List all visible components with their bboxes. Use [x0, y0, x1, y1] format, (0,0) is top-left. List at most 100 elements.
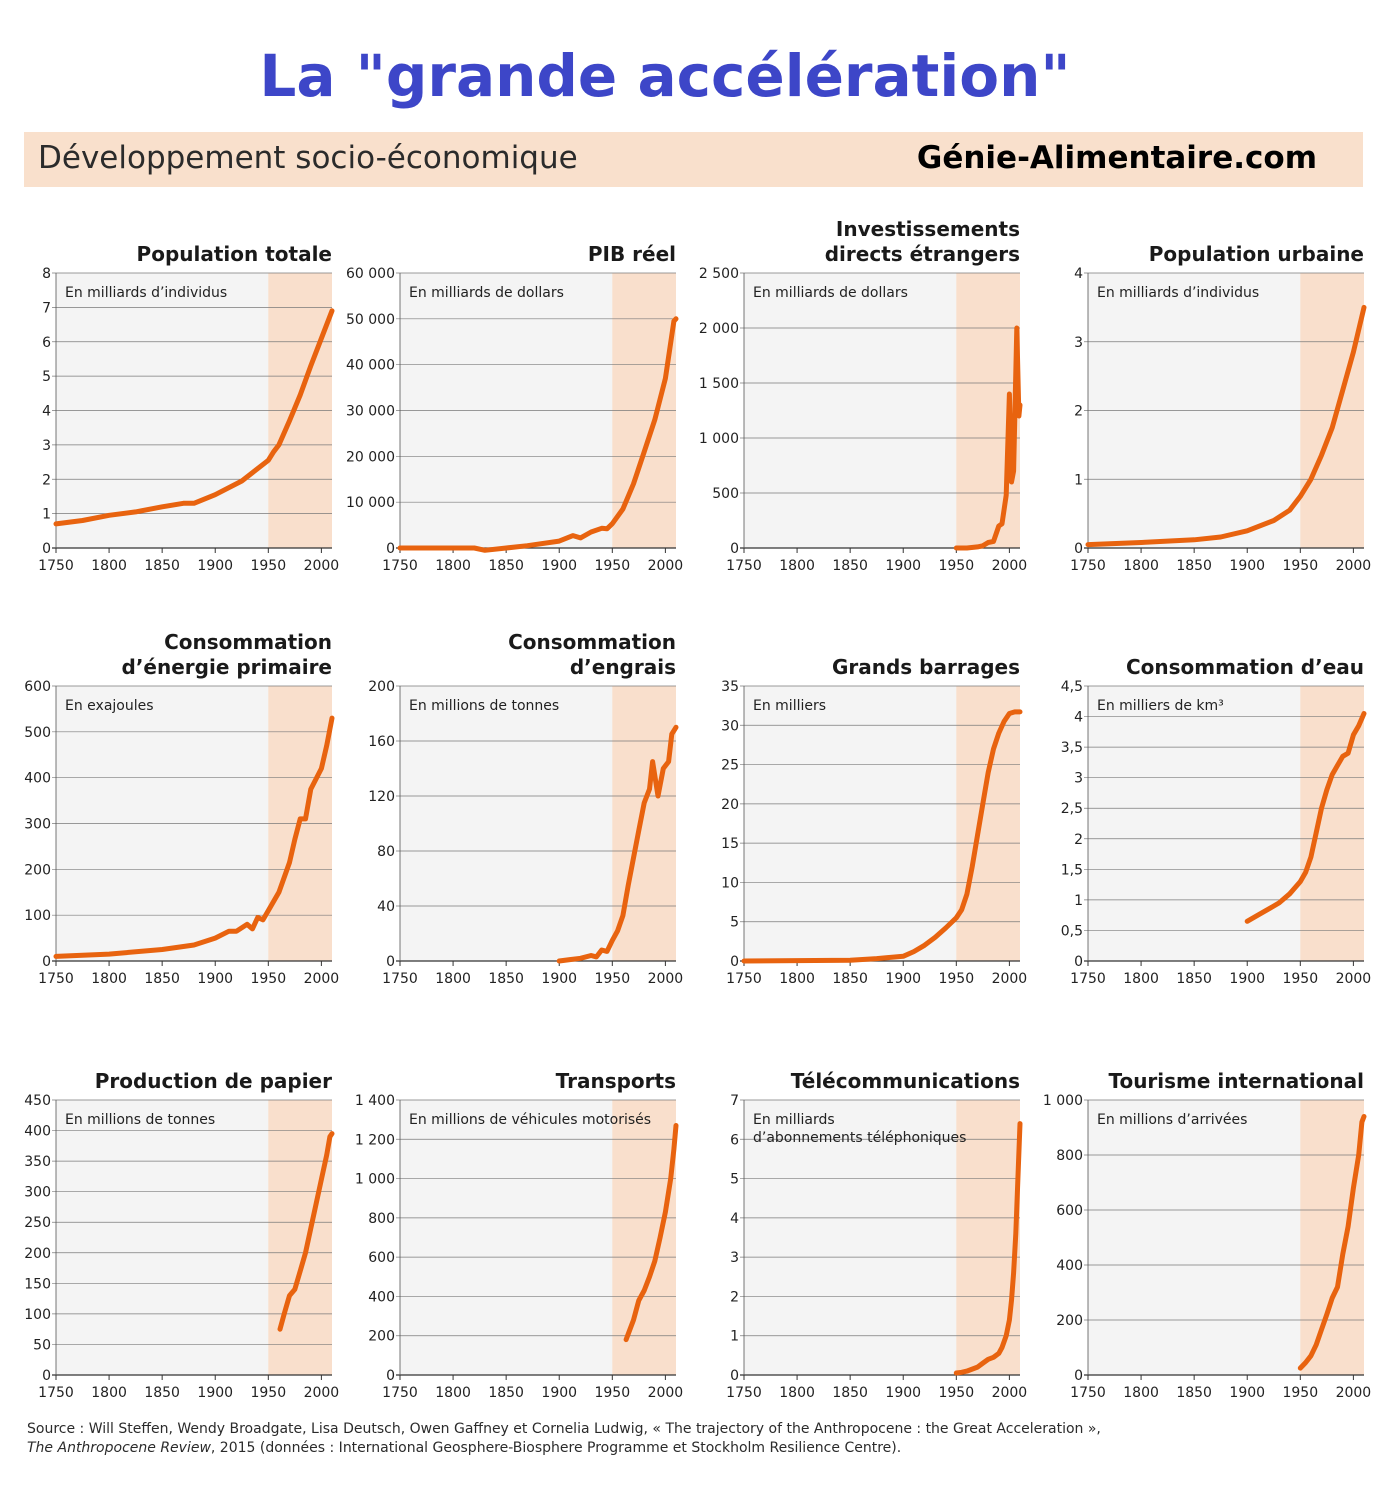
x-tick-label: 2000: [304, 971, 340, 987]
y-tick-label: 5: [730, 915, 739, 931]
source-line-2: The Anthropocene Review, 2015 (données :…: [27, 1439, 1367, 1458]
y-tick-label: 8: [42, 266, 51, 282]
x-tick-label: 1800: [779, 558, 815, 574]
y-tick-label: 80: [377, 844, 395, 860]
x-tick-label: 1800: [1123, 558, 1159, 574]
x-tick-label: 1900: [197, 1385, 233, 1401]
chart-6: 0 40 80 120 160 200 1750 1800 1850 1900 1950 2000 Co…: [368, 630, 683, 987]
y-tick-label: 400: [24, 1124, 51, 1140]
chart-title: Consommation: [164, 630, 332, 654]
x-tick-label: 1850: [144, 971, 180, 987]
y-tick-label: 4: [42, 404, 51, 420]
x-tick-label: 2000: [304, 1385, 340, 1401]
x-tick-label: 2000: [992, 1385, 1028, 1401]
y-tick-label: 350: [24, 1154, 51, 1170]
y-tick-label: 6: [730, 1132, 739, 1148]
unit-label: En milliards d’individus: [1097, 285, 1259, 301]
y-tick-label: 400: [24, 771, 51, 787]
y-tick-label: 15: [721, 836, 739, 852]
chart-title: PIB réel: [588, 242, 676, 266]
highlight-zone: [956, 686, 1020, 961]
x-tick-label: 1800: [435, 558, 471, 574]
x-tick-label: 1850: [488, 1385, 524, 1401]
source-journal: The Anthropocene Review: [27, 1440, 211, 1456]
chart-12: 0 200 400 600 800 1 000 1750 1800 1850 1900 1950 20…: [1043, 1069, 1371, 1401]
x-tick-label: 1800: [435, 1385, 471, 1401]
highlight-zone: [612, 1100, 676, 1375]
x-tick-label: 2000: [1336, 558, 1372, 574]
x-tick-label: 2000: [648, 1385, 684, 1401]
y-tick-label: 7: [730, 1093, 739, 1109]
x-tick-label: 1950: [938, 971, 974, 987]
y-tick-label: 2: [1074, 404, 1083, 420]
x-tick-label: 1750: [38, 1385, 74, 1401]
series-line: [53, 715, 335, 959]
chart-title: Investissements: [836, 217, 1020, 241]
unit-label: En millions de tonnes: [409, 698, 559, 714]
x-tick-label: 1900: [541, 558, 577, 574]
y-tick-label: 600: [1056, 1203, 1083, 1219]
x-tick-label: 2000: [648, 971, 684, 987]
chart-8: 0 0,5 1 1,5 2 2,5 3 3,5 4 4,5 1750 1800 1850 1900 1950…: [1061, 655, 1371, 987]
y-tick-label: 10: [721, 875, 739, 891]
y-tick-label: 25: [721, 758, 739, 774]
series-line: [953, 1121, 1023, 1376]
x-tick-label: 1750: [726, 1385, 762, 1401]
y-tick-label: 1: [1074, 893, 1083, 909]
x-tick-label: 1850: [1176, 1385, 1212, 1401]
x-tick-label: 1800: [435, 971, 471, 987]
y-tick-label: 0: [1074, 1368, 1083, 1384]
chart-3: 0 500 1 000 1 500 2 000 2 500 1750 1800 1850 1900…: [699, 217, 1027, 574]
y-tick-label: 600: [368, 1250, 395, 1266]
x-tick-label: 1900: [1229, 1385, 1265, 1401]
y-tick-label: 0: [386, 954, 395, 970]
series-line: [53, 308, 335, 527]
chart-title: Consommation: [508, 630, 676, 654]
y-tick-label: 30 000: [346, 404, 395, 420]
chart-title: Télécommunications: [791, 1069, 1020, 1093]
chart-title: directs étrangers: [825, 242, 1020, 266]
y-tick-label: 1: [730, 1329, 739, 1345]
x-tick-label: 1750: [726, 971, 762, 987]
y-tick-label: 0,5: [1061, 923, 1083, 939]
y-tick-label: 200: [368, 679, 395, 695]
x-tick-label: 1850: [832, 1385, 868, 1401]
x-tick-label: 1900: [885, 1385, 921, 1401]
y-tick-label: 4: [1074, 266, 1083, 282]
y-tick-label: 50: [33, 1337, 51, 1353]
unit-label: En millions de véhicules motorisés: [409, 1112, 651, 1128]
source-note: Source : Will Steffen, Wendy Broadgate, …: [27, 1420, 1367, 1458]
x-tick-label: 1750: [1070, 1385, 1106, 1401]
chart-title: Population urbaine: [1149, 242, 1364, 266]
unit-label: En millions de tonnes: [65, 1112, 215, 1128]
series-line: [1297, 1114, 1367, 1371]
x-tick-label: 1950: [594, 1385, 630, 1401]
y-tick-label: 1: [1074, 472, 1083, 488]
y-tick-label: 0: [730, 954, 739, 970]
chart-4: 0 1 2 3 4 1750 1800 1850 1900 1950 2000 Population …: [1070, 242, 1371, 574]
chart-1: 0 1 2 3 4 5 6 7 8 1750 1800 1850 1900 1950 2000 Populat…: [38, 242, 339, 574]
x-tick-label: 1750: [382, 558, 418, 574]
x-tick-label: 1950: [250, 971, 286, 987]
x-tick-label: 1950: [938, 1385, 974, 1401]
series-line: [953, 325, 1023, 551]
series-line: [623, 1123, 679, 1343]
y-tick-label: 300: [24, 817, 51, 833]
y-tick-label: 100: [24, 1307, 51, 1323]
x-tick-label: 1850: [832, 558, 868, 574]
chart-title: Grands barrages: [832, 655, 1020, 679]
x-tick-label: 1800: [91, 1385, 127, 1401]
x-tick-label: 1950: [1282, 558, 1318, 574]
unit-label: En milliards: [753, 1112, 835, 1128]
y-tick-label: 200: [368, 1329, 395, 1345]
series-line: [277, 1131, 335, 1332]
y-tick-label: 20 000: [346, 449, 395, 465]
chart-title: Production de papier: [95, 1069, 332, 1093]
y-tick-label: 800: [1056, 1148, 1083, 1164]
y-tick-label: 0: [42, 1368, 51, 1384]
x-tick-label: 1850: [832, 971, 868, 987]
y-tick-label: 400: [368, 1289, 395, 1305]
y-tick-label: 20: [721, 797, 739, 813]
x-tick-label: 1950: [1282, 1385, 1318, 1401]
x-tick-label: 1800: [779, 1385, 815, 1401]
